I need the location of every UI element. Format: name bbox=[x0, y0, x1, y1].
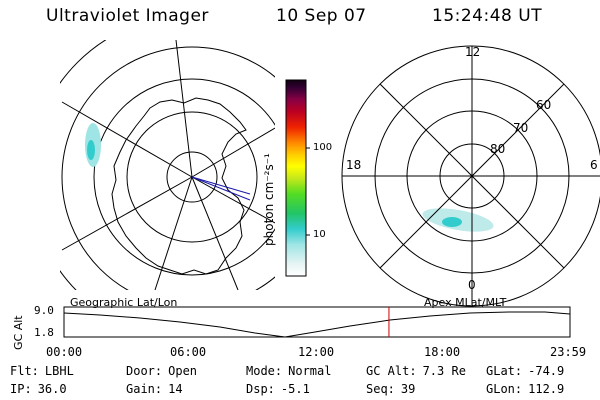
mlt-label-12: 12 bbox=[465, 45, 481, 59]
colorbar bbox=[285, 79, 310, 277]
glat-info: GLat: -74.9 bbox=[486, 364, 565, 378]
gcalt-info: GC Alt: 7.3 Re bbox=[366, 364, 466, 378]
map-lat-circle bbox=[61, 46, 275, 290]
timeline-x-tick: 23:59 bbox=[550, 345, 587, 359]
timeline-left-label: Geographic Lat/Lon bbox=[70, 296, 178, 309]
dsp-info: Dsp: -5.1 bbox=[246, 382, 310, 396]
map-lat-circle bbox=[93, 78, 275, 276]
map-lat-circle bbox=[126, 111, 258, 243]
time-label: 15:24:48 UT bbox=[432, 6, 543, 26]
gain-info: Gain: 14 bbox=[126, 382, 183, 396]
timeline-x-tick: 12:00 bbox=[298, 345, 335, 359]
mlt-label-0: 0 bbox=[468, 278, 476, 292]
colorbar-unit: photon cm⁻²s⁻¹ bbox=[262, 153, 276, 246]
timeline-y-tick-bottom: 1.8 bbox=[34, 326, 54, 339]
ip-info: IP: 36.0 bbox=[10, 382, 67, 396]
mlat-label-70: 70 bbox=[513, 121, 529, 135]
altitude-curve bbox=[63, 311, 571, 338]
timeline-right-label: Apex MLat/MLT bbox=[424, 296, 507, 309]
filter-info: Flt: LBHL bbox=[10, 364, 74, 378]
mlt-label-18: 18 bbox=[346, 158, 362, 172]
timeline-x-tick: 18:00 bbox=[424, 345, 461, 359]
mlat-label-60: 60 bbox=[536, 98, 552, 112]
timeline-y-tick-top: 9.0 bbox=[34, 304, 54, 317]
door-info: Door: Open bbox=[126, 364, 198, 378]
antarctica-coastline bbox=[111, 97, 247, 275]
altitude-timeline bbox=[63, 306, 571, 338]
mlt-label-6: 6 bbox=[590, 158, 598, 172]
instrument-title: Ultraviolet Imager bbox=[46, 6, 209, 26]
timeline-x-tick: 00:00 bbox=[46, 345, 83, 359]
glon-info: GLon: 112.9 bbox=[486, 382, 565, 396]
polar-plot bbox=[341, 45, 600, 307]
colorbar-tick-100: 100 bbox=[313, 142, 333, 153]
date-label: 10 Sep 07 bbox=[276, 6, 367, 26]
mlat-label-80: 80 bbox=[490, 142, 506, 156]
timeline-y-label: GC Alt bbox=[12, 315, 25, 350]
geographic-map bbox=[60, 40, 275, 290]
map-lat-circle bbox=[166, 151, 218, 203]
colorbar-tick-10: 10 bbox=[313, 229, 326, 240]
mode-info: Mode: Normal bbox=[246, 364, 332, 378]
timeline-x-tick: 06:00 bbox=[170, 345, 207, 359]
seq-info: Seq: 39 bbox=[366, 382, 416, 396]
